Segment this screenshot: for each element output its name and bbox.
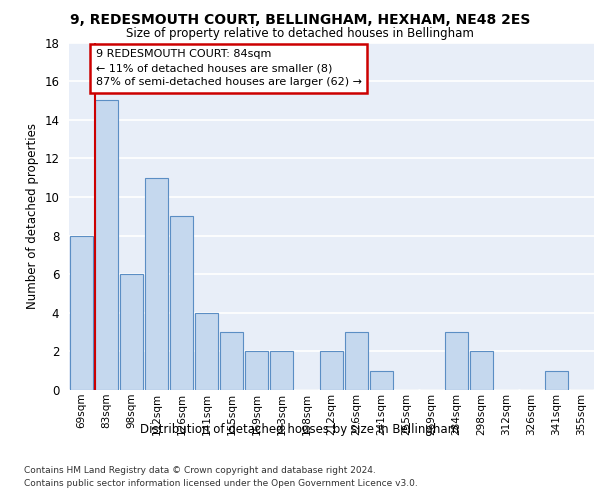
Y-axis label: Number of detached properties: Number of detached properties [26, 123, 39, 309]
Bar [145, 178, 168, 390]
Bar [470, 352, 493, 390]
Bar [445, 332, 468, 390]
Bar [95, 100, 118, 390]
Bar [545, 370, 568, 390]
Bar [120, 274, 143, 390]
Text: Size of property relative to detached houses in Bellingham: Size of property relative to detached ho… [126, 28, 474, 40]
Bar [370, 370, 393, 390]
Text: 9 REDESMOUTH COURT: 84sqm
← 11% of detached houses are smaller (8)
87% of semi-d: 9 REDESMOUTH COURT: 84sqm ← 11% of detac… [95, 50, 361, 88]
Bar [170, 216, 193, 390]
Bar [220, 332, 243, 390]
Bar [270, 352, 293, 390]
Text: Contains public sector information licensed under the Open Government Licence v3: Contains public sector information licen… [24, 479, 418, 488]
Text: Contains HM Land Registry data © Crown copyright and database right 2024.: Contains HM Land Registry data © Crown c… [24, 466, 376, 475]
Bar [345, 332, 368, 390]
Text: 9, REDESMOUTH COURT, BELLINGHAM, HEXHAM, NE48 2ES: 9, REDESMOUTH COURT, BELLINGHAM, HEXHAM,… [70, 12, 530, 26]
Bar [245, 352, 268, 390]
Bar [70, 236, 93, 390]
Bar [320, 352, 343, 390]
Bar [195, 313, 218, 390]
Text: Distribution of detached houses by size in Bellingham: Distribution of detached houses by size … [140, 422, 460, 436]
